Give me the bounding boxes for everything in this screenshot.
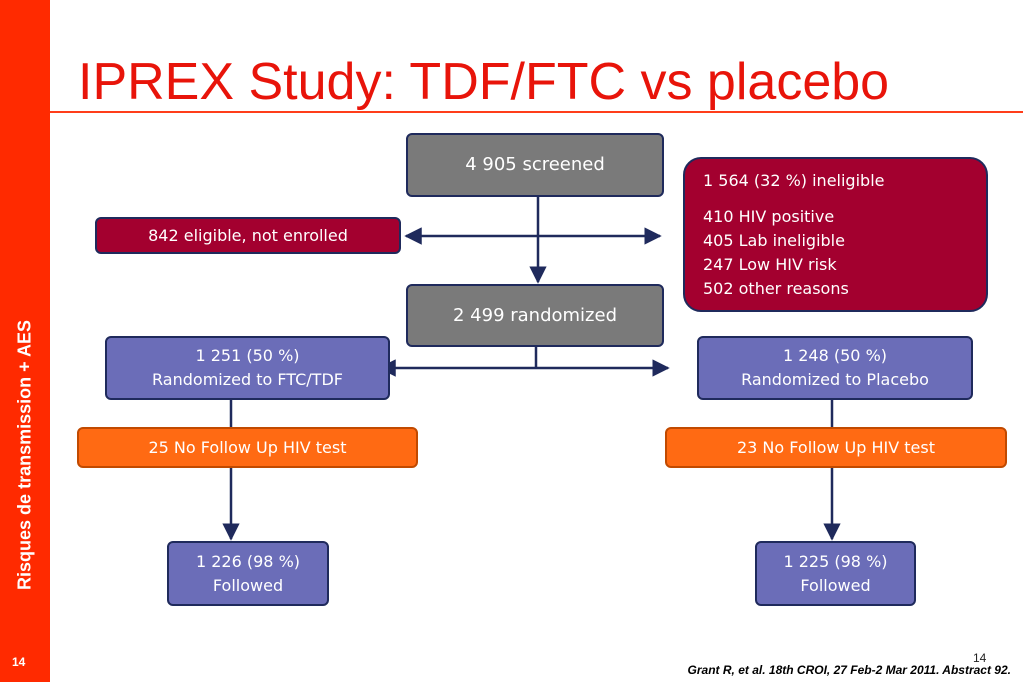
node-line: Randomized to Placebo: [741, 370, 929, 389]
node-line: 247 Low HIV risk: [703, 254, 837, 274]
node: 842 eligible, not enrolled: [95, 217, 401, 254]
node-line: 1 251 (50 %): [195, 346, 300, 365]
node-line: Followed: [800, 575, 871, 595]
node-line: 410 HIV positive: [703, 206, 835, 226]
node-line: Randomized to FTC/TDF: [152, 370, 343, 389]
sidebar-page: 14: [12, 655, 26, 669]
node: 1 248 (50 %) Randomized to Placebo: [697, 336, 973, 400]
node-line: 1 225 (98 %): [783, 551, 888, 571]
node-line: 2 499 randomized: [452, 304, 617, 326]
node-line: 502 other reasons: [703, 278, 849, 298]
node-line: 405 Lab ineligible: [703, 230, 845, 250]
title: IPREX Study: TDF/FTC vs placebo: [78, 53, 890, 111]
node: 1 564 (32 %) ineligible 410 HIV positive 4…: [683, 157, 988, 312]
node-line: Followed: [212, 575, 284, 595]
node-line: 1 248 (50 %): [782, 346, 888, 365]
node: 1 251 (50 %) Randomized to FTC/TDF: [105, 336, 390, 400]
sidebar: [0, 0, 50, 682]
title-rule: [50, 111, 1023, 113]
node-line: 4 905 screened: [465, 154, 605, 175]
node: 1 226 (98 %) Followed: [167, 541, 329, 606]
node-line: 23 No Follow Up HIV test: [736, 437, 936, 457]
node-line: 842 eligible, not enrolled: [148, 225, 348, 245]
node: 4 905 screened: [406, 133, 664, 197]
node-line: 25 No Follow Up HIV test: [148, 437, 347, 457]
node-line: 1 226 (98 %): [195, 551, 301, 571]
node: 2 499 randomized: [406, 284, 664, 347]
node: 1 225 (98 %) Followed: [755, 541, 916, 606]
node: 23 No Follow Up HIV test: [665, 427, 1007, 468]
node-line: 1 564 (32 %) ineligible: [703, 170, 885, 190]
citation: Grant R, et al. 18th CROI, 27 Feb-2 Mar …: [687, 663, 1011, 677]
page-number: 14: [973, 651, 987, 665]
node: 25 No Follow Up HIV test: [77, 427, 418, 468]
